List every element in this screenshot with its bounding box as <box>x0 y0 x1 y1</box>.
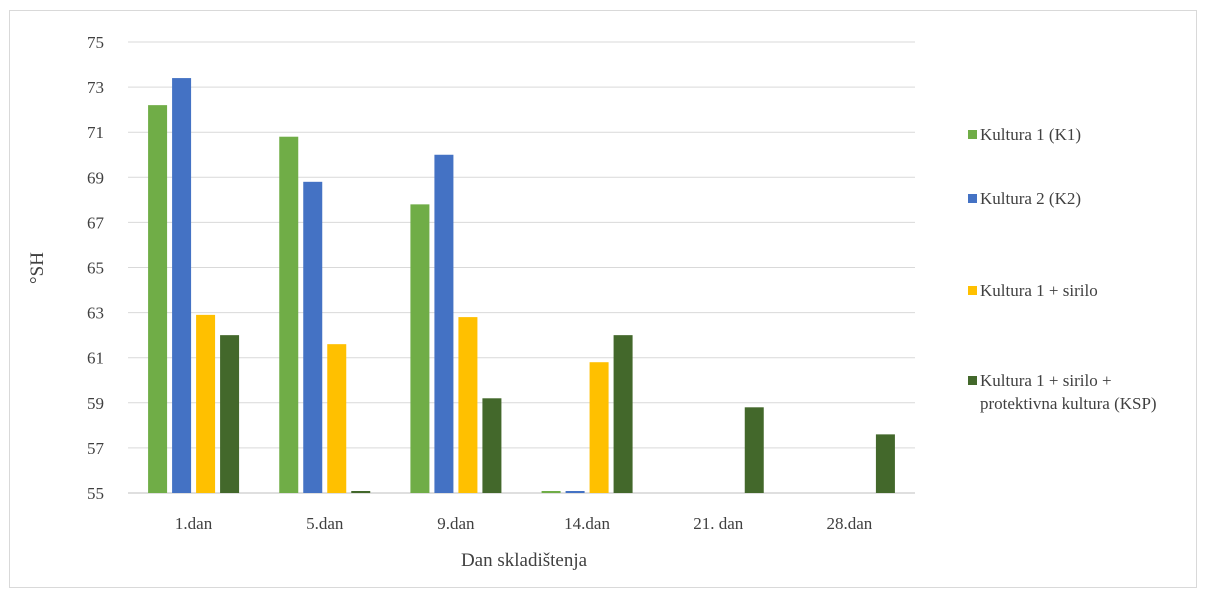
legend-item: Kultura 2 (K2) <box>968 187 1180 210</box>
bar <box>303 181 323 493</box>
legend-item: Kultura 1 + sirilo + protektivna kultura… <box>968 369 1180 415</box>
legend-label: Kultura 2 (K2) <box>980 189 1082 208</box>
bar <box>279 136 299 493</box>
legend-item: Kultura 1 (K1) <box>968 123 1180 146</box>
bar <box>196 314 216 493</box>
bar <box>148 105 168 493</box>
y-tick-label: 71 <box>87 123 104 142</box>
bar <box>541 491 561 493</box>
bar <box>565 491 585 493</box>
x-axis-title: Dan skladištenja <box>461 550 588 571</box>
x-tick-label: 9.dan <box>437 514 475 533</box>
legend-swatch <box>968 376 977 385</box>
bar <box>589 362 609 493</box>
y-tick-label: 73 <box>87 78 104 97</box>
x-tick-label: 5.dan <box>306 514 344 533</box>
bar <box>410 204 430 494</box>
bar <box>351 491 371 493</box>
legend-swatch <box>968 130 977 139</box>
y-tick-label: 59 <box>87 394 104 413</box>
legend-label: Kultura 1 + sirilo <box>980 281 1098 300</box>
legend-swatch <box>968 286 977 295</box>
legend-label: Kultura 1 + sirilo + protektivna kultura… <box>980 371 1157 413</box>
bar <box>744 407 764 493</box>
x-tick-label: 28.dan <box>827 514 873 533</box>
chart-frame <box>9 10 1197 588</box>
x-tick-label: 14.dan <box>564 514 610 533</box>
bar <box>613 335 633 493</box>
bar <box>875 434 895 493</box>
y-axis-title: °SH <box>27 252 48 284</box>
y-tick-labels: 55 57 59 61 63 65 67 69 71 73 75 <box>87 33 105 503</box>
x-tick-labels: 1.dan 5.dan 9.dan 14.dan 21. dan 28.dan <box>175 514 873 533</box>
y-tick-label: 63 <box>87 304 104 323</box>
x-tick-label: 1.dan <box>175 514 213 533</box>
bar <box>220 335 240 493</box>
legend-swatch <box>968 194 977 203</box>
bar <box>327 344 347 493</box>
bar <box>458 317 478 493</box>
bars <box>148 78 895 494</box>
y-tick-label: 69 <box>87 168 104 187</box>
bar <box>434 154 454 493</box>
x-tick-label: 21. dan <box>693 514 744 533</box>
y-tick-label: 55 <box>87 484 104 503</box>
y-tick-label: 75 <box>87 33 104 52</box>
bar <box>172 78 192 493</box>
y-tick-label: 67 <box>87 213 105 232</box>
legend-item: Kultura 1 + sirilo <box>968 279 1180 302</box>
gridlines <box>128 41 915 494</box>
y-tick-label: 61 <box>87 349 104 368</box>
y-tick-label: 57 <box>87 439 105 458</box>
bar <box>482 398 502 493</box>
legend-label: Kultura 1 (K1) <box>980 125 1082 144</box>
y-tick-label: 65 <box>87 259 104 278</box>
